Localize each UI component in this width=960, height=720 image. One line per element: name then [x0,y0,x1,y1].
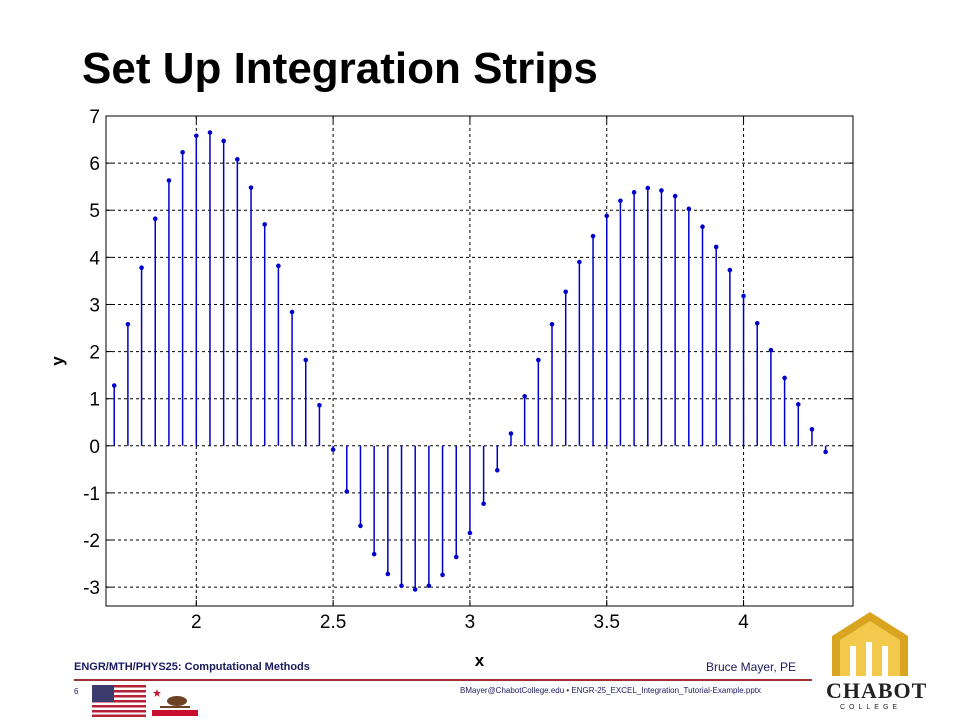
stem-marker [700,224,705,230]
y-tick-label: 0 [89,437,100,458]
stem-marker [645,185,651,191]
stem-marker [426,583,432,589]
x-tick-label: 2 [191,612,202,633]
stem-marker [453,554,459,560]
footer-author: Bruce Mayer, PE [706,660,797,674]
stem-marker [166,178,172,183]
x-axis-label: x [475,651,485,670]
stem-marker [262,222,268,227]
stem-marker [823,449,828,455]
logo-wordmark: CHABOT [826,678,928,703]
stem-marker [358,523,363,529]
stem-marker [727,267,733,273]
tick-labels: 2 2.5 3 3.5 4 -3 -2 -1 0 1 2 3 4 5 6 7 [83,107,749,633]
stem-marker [713,244,719,250]
stem-marker [193,133,199,139]
stem-series [111,130,828,592]
stem-marker [467,530,473,536]
stem-marker [207,130,213,135]
stem-marker [672,193,678,199]
stem-marker [549,321,555,327]
y-tick-label: 2 [89,343,100,364]
stem-marker [125,321,131,327]
x-tick-label: 4 [738,612,749,633]
y-tick-label: 1 [89,390,100,411]
footer-page-number: 6 [74,687,79,696]
stem-marker [795,402,801,407]
stem-marker [317,402,322,408]
stem-marker [604,213,610,219]
stem-marker [659,188,664,193]
stem-marker [590,233,596,239]
stem-marker [180,149,185,155]
plot-frame [105,115,854,607]
california-flag-icon [152,686,198,716]
y-tick-label: -2 [83,531,100,552]
stem-marker [399,583,404,589]
stem-marker [371,551,377,557]
stem-marker [754,321,760,326]
y-tick-label: 3 [89,295,100,316]
stem-marker [508,431,514,436]
stem-marker [631,190,637,195]
stem-marker [768,347,774,353]
stem-marker [618,198,623,204]
grid-lines [106,115,853,606]
stem-marker [235,157,240,162]
stem-marker [536,357,541,363]
x-tick-label: 2.5 [320,612,346,633]
stem-marker [440,572,445,578]
chabot-logo-icon [824,608,914,678]
stem-marker [577,259,582,265]
footer-rule [74,679,812,681]
stem-chart: 2 2.5 3 3.5 4 -3 -2 -1 0 1 2 3 4 5 6 7 x y [48,107,854,670]
stem-marker [494,468,500,473]
stem-marker [221,138,226,144]
stem-marker [111,383,117,388]
slide-title: Set Up Integration Strips [82,44,598,93]
stem-marker [385,571,391,577]
logo-subtext: COLLEGE [840,704,902,711]
y-tick-label: 5 [89,201,100,222]
y-axis-label: y [48,356,67,366]
stem-marker [741,293,746,299]
y-tick-label: -3 [83,578,100,599]
stem-marker [344,489,350,494]
stem-marker [412,587,418,592]
stem-marker [330,447,336,452]
y-tick-label: 6 [89,154,100,175]
footer-file-info: BMayer@ChabotCollege.edu • ENGR-25_EXCEL… [460,686,761,695]
x-tick-label: 3.5 [594,612,620,633]
stem-marker [686,206,692,212]
stem-marker [248,185,254,190]
y-tick-label: -1 [83,484,100,505]
stem-marker [139,265,144,271]
stem-marker [809,427,815,432]
us-flag-icon [92,685,146,717]
stem-marker [782,375,787,381]
stem-marker [563,289,568,295]
stem-marker [522,394,527,399]
stem-marker [303,357,309,363]
stem-marker [481,501,486,507]
footer-course: ENGR/MTH/PHYS25: Computational Methods [74,661,310,673]
x-tick-label: 3 [465,612,476,633]
y-tick-label: 4 [89,248,100,269]
stem-marker [152,216,158,222]
stem-marker [276,263,281,269]
stem-marker [289,309,295,315]
y-tick-label: 7 [89,107,100,128]
